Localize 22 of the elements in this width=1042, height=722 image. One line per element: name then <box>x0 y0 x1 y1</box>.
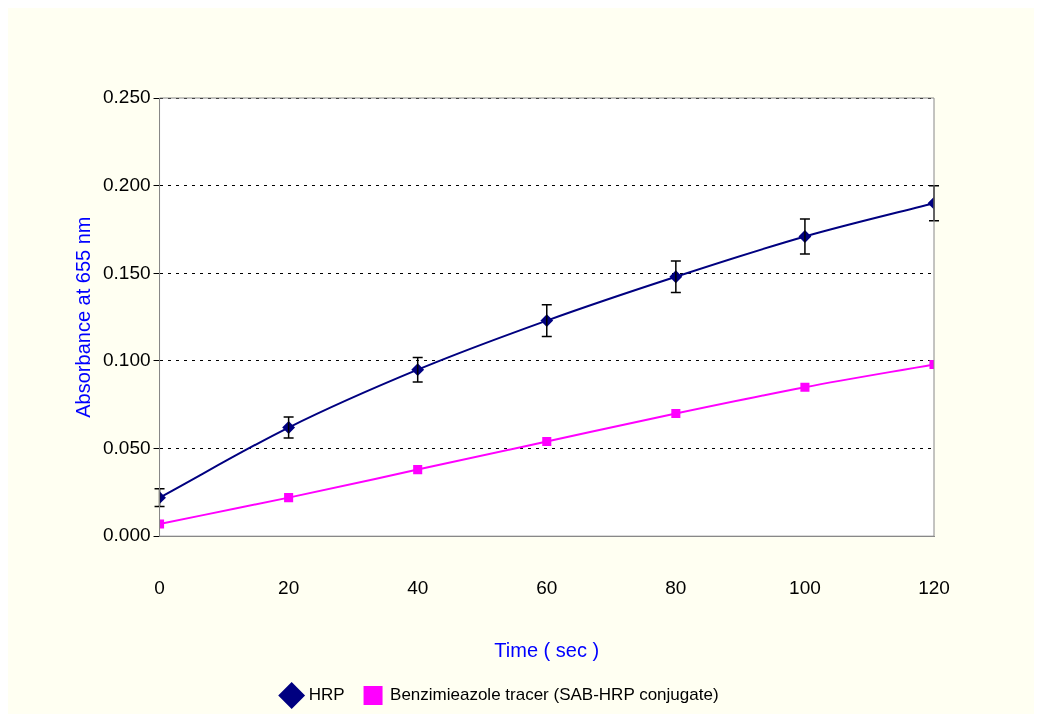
y-tick-label: 0.100 <box>103 349 151 371</box>
x-tick-label: 60 <box>536 576 558 598</box>
point <box>284 493 294 503</box>
y-tick-label: 0.250 <box>103 86 151 108</box>
y-tick-label: 0.200 <box>103 173 151 195</box>
point <box>542 437 552 447</box>
y-tick-label: 0.150 <box>103 261 151 283</box>
point <box>671 408 681 419</box>
x-tick-label: 20 <box>278 576 300 598</box>
point <box>413 465 423 475</box>
legend-label: HRP <box>308 685 345 705</box>
y-tick-label: 0.000 <box>103 524 151 546</box>
x-tick-label: 40 <box>407 576 429 598</box>
x-tick-label: 120 <box>918 576 950 598</box>
y-axis-title: Absorbance at 655 nm <box>71 216 94 418</box>
legend-label: Benzimieazole tracer (SAB-HRP conjugate) <box>390 685 719 705</box>
x-tick-label: 80 <box>665 576 687 598</box>
y-tick-label: 0.050 <box>103 436 151 458</box>
x-tick-label: 100 <box>789 576 821 598</box>
point <box>800 382 810 392</box>
x-tick-label: 0 <box>154 576 165 598</box>
x-axis-title: Time ( sec ) <box>494 638 600 661</box>
